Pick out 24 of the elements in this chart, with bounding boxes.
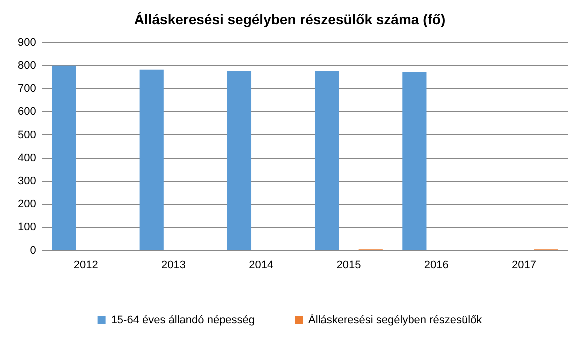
y-tick-label: 500 — [18, 129, 36, 142]
y-tick-label: 800 — [18, 60, 36, 72]
y-tick-label: 400 — [18, 152, 36, 164]
bar — [140, 70, 164, 250]
y-tick-label: 0 — [30, 244, 36, 257]
bar — [227, 71, 252, 250]
y-tick-label: 700 — [18, 83, 36, 96]
bar — [52, 66, 76, 250]
x-tick-label: 2016 — [424, 259, 449, 272]
y-tick-label: 900 — [18, 36, 36, 49]
legend-label: 15-64 éves állandó népesség — [111, 314, 256, 327]
chart-title: Álláskeresési segélyben részesülők száma (fő) — [134, 11, 446, 28]
bar — [402, 72, 427, 250]
x-tick-label: 2012 — [74, 259, 98, 272]
x-tick-label: 2013 — [162, 259, 186, 272]
y-tick-label: 300 — [18, 176, 36, 188]
y-tick-label: 600 — [18, 106, 36, 118]
y-tick-label: 200 — [18, 198, 36, 211]
x-tick-label: 2015 — [336, 259, 362, 272]
legend-label: Álláskeresési segélyben részesülők — [308, 314, 483, 327]
bar — [315, 71, 340, 250]
x-tick-label: 2017 — [512, 259, 536, 272]
y-tick-label: 100 — [18, 222, 36, 234]
x-tick-label: 2014 — [249, 259, 274, 272]
